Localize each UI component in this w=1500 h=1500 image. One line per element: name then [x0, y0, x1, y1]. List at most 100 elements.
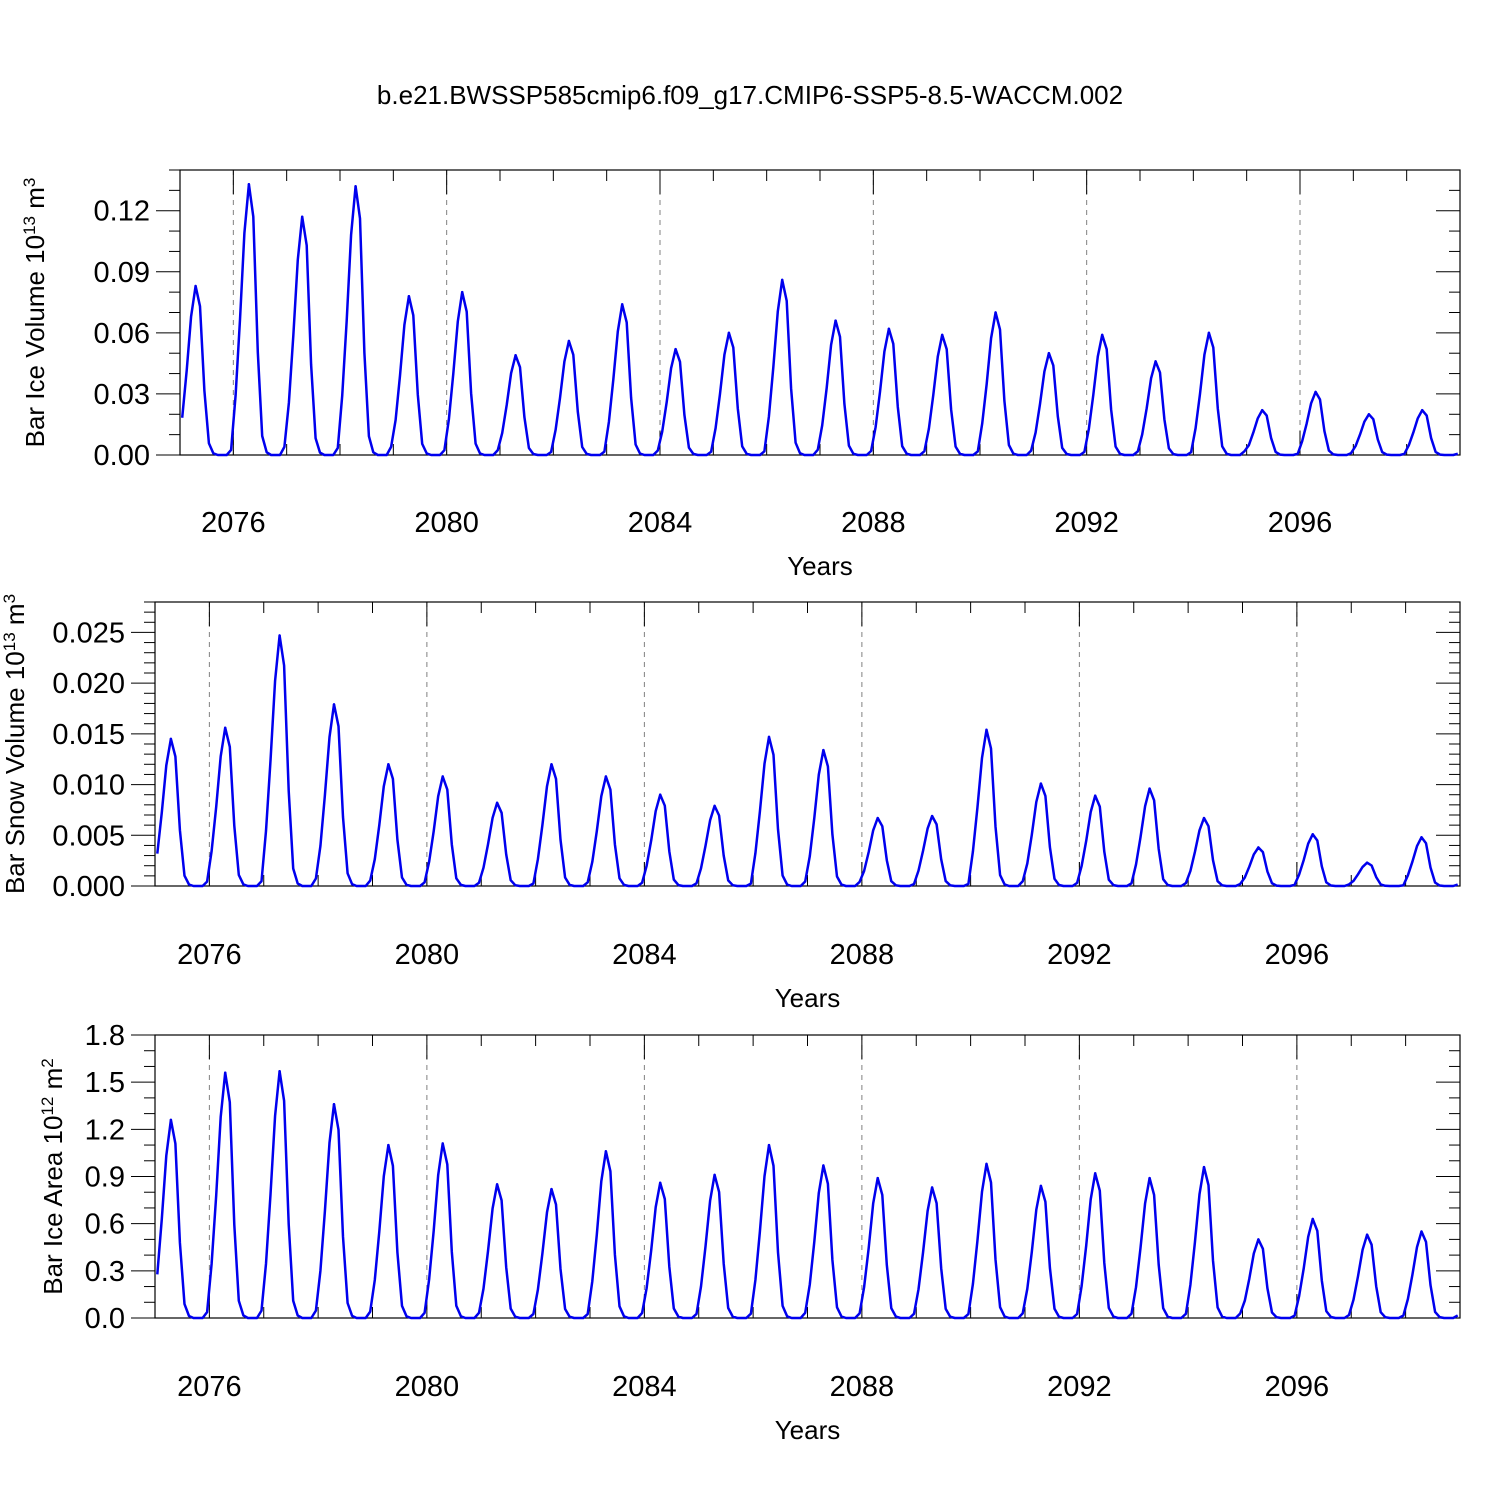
y-tick-label: 0.010	[52, 770, 125, 802]
x-tick-label: 2080	[395, 939, 460, 971]
data-point-2097	[1365, 1233, 1369, 1236]
data-point-2083	[604, 1150, 608, 1153]
data-point-2081	[514, 354, 517, 357]
x-tick-label: 2076	[177, 939, 242, 971]
y-tick-label: 0.0	[85, 1303, 125, 1335]
x-tick-label: 2084	[612, 939, 677, 971]
data-point-2077	[301, 215, 304, 219]
x-tick-label: 2088	[830, 939, 895, 971]
data-point-2094	[1207, 331, 1211, 335]
y-tick-label: 1.5	[85, 1067, 125, 1099]
x-tick-label: 2092	[1054, 507, 1119, 539]
data-point-2085	[713, 1173, 716, 1177]
y-axis-title-unit-exponent: 3	[20, 178, 39, 187]
data-point-2086	[781, 278, 784, 282]
data-point-2086	[767, 1143, 771, 1147]
data-point-2087	[834, 319, 837, 322]
y-axis-title-text: Bar Snow Volume 10	[0, 651, 30, 894]
data-point-2076	[224, 1071, 227, 1074]
data-point-2084	[659, 1181, 662, 1184]
data-point-2082	[550, 1187, 553, 1191]
y-tick-label: 1.8	[85, 1020, 125, 1052]
y-axis-title-unit-exponent: 3	[0, 594, 19, 603]
y-tick-label: 0.6	[85, 1209, 125, 1241]
plot-frame	[154, 601, 1461, 887]
data-point-2087	[822, 748, 825, 752]
data-point-2088	[876, 1176, 879, 1180]
y-axis-title: Bar Ice Volume 1013 m3	[20, 178, 51, 448]
y-axis-title-exponent: 13	[0, 632, 19, 651]
data-point-2089	[930, 814, 934, 818]
x-tick-label: 2096	[1268, 507, 1333, 539]
y-tick-label: 0.03	[94, 379, 150, 411]
y-tick-label: 0.3	[85, 1256, 125, 1288]
data-point-2083	[621, 303, 624, 306]
x-tick-label: 2088	[830, 1371, 895, 1403]
data-point-2082	[567, 339, 571, 343]
data-point-2093	[1154, 360, 1157, 363]
data-point-2089	[941, 333, 944, 337]
y-axis-title-exponent: 13	[20, 216, 39, 235]
data-point-2094	[1202, 816, 1206, 820]
x-tick-label: 2076	[177, 1371, 242, 1403]
y-axis-title-unit: m	[38, 1068, 68, 1097]
data-point-2084	[674, 347, 677, 351]
data-point-2093	[1148, 1176, 1151, 1180]
data-point-2082	[550, 763, 553, 766]
y-tick-label: 0.09	[94, 257, 150, 289]
page-title: b.e21.BWSSP585cmip6.f09_g17.CMIP6-SSP5-8…	[376, 80, 1124, 110]
x-axis-title: Years	[787, 551, 853, 581]
data-point-2095	[1261, 409, 1264, 412]
data-point-2085	[727, 331, 731, 335]
data-point-2079	[387, 1143, 390, 1147]
x-axis-title: Years	[775, 983, 841, 1013]
data-point-2096	[1314, 390, 1317, 394]
data-point-2098	[1420, 1230, 1423, 1233]
data-point-2091	[1039, 782, 1043, 785]
x-tick-label: 2092	[1047, 939, 1112, 971]
y-axis-title-unit: m	[20, 187, 50, 216]
x-tick-label: 2084	[628, 507, 693, 539]
data-point-2093	[1148, 787, 1151, 790]
data-point-2090	[985, 728, 988, 731]
plot-frame	[154, 1034, 1461, 1319]
data-point-2075	[169, 1118, 173, 1122]
y-tick-label: 0.025	[52, 617, 125, 649]
data-point-2090	[994, 311, 997, 314]
data-point-2076	[247, 183, 251, 186]
y-axis-title: Bar Ice Area 1012 m2	[38, 1058, 69, 1295]
y-tick-label: 0.9	[85, 1162, 125, 1194]
data-point-2095	[1257, 1238, 1260, 1241]
data-point-2085	[713, 804, 716, 808]
y-axis-title-text: Bar Ice Area 10	[38, 1116, 68, 1295]
x-tick-label: 2084	[612, 1371, 677, 1403]
data-point-2088	[876, 816, 879, 820]
data-point-2086	[767, 735, 771, 739]
series-line	[156, 1069, 1459, 1320]
data-point-2084	[659, 793, 662, 796]
data-point-2098	[1420, 836, 1423, 839]
data-point-2078	[332, 703, 336, 706]
x-tick-label: 2080	[414, 507, 479, 539]
data-point-2089	[930, 1186, 934, 1189]
data-point-2094	[1202, 1165, 1206, 1169]
data-point-2096	[1311, 1217, 1314, 1221]
y-axis-title: Bar Snow Volume 1013 m3	[0, 594, 30, 894]
data-point-2079	[407, 295, 411, 298]
y-tick-label: 0.12	[94, 196, 150, 228]
y-tick-label: 0.015	[52, 719, 125, 751]
y-axis-title-unit: m	[0, 603, 30, 632]
y-tick-label: 0.000	[52, 871, 125, 903]
data-point-2090	[985, 1162, 988, 1166]
data-point-2092	[1094, 1172, 1097, 1175]
data-point-2075	[169, 737, 173, 741]
data-point-2092	[1094, 794, 1097, 797]
x-axis-title: Years	[775, 1415, 841, 1445]
y-axis-title-text: Bar Ice Volume 10	[20, 235, 50, 447]
data-point-2081	[495, 1183, 499, 1186]
data-point-2098	[1421, 409, 1424, 412]
data-point-2077	[278, 634, 281, 637]
data-point-2088	[887, 327, 891, 330]
x-tick-label: 2096	[1265, 939, 1330, 971]
